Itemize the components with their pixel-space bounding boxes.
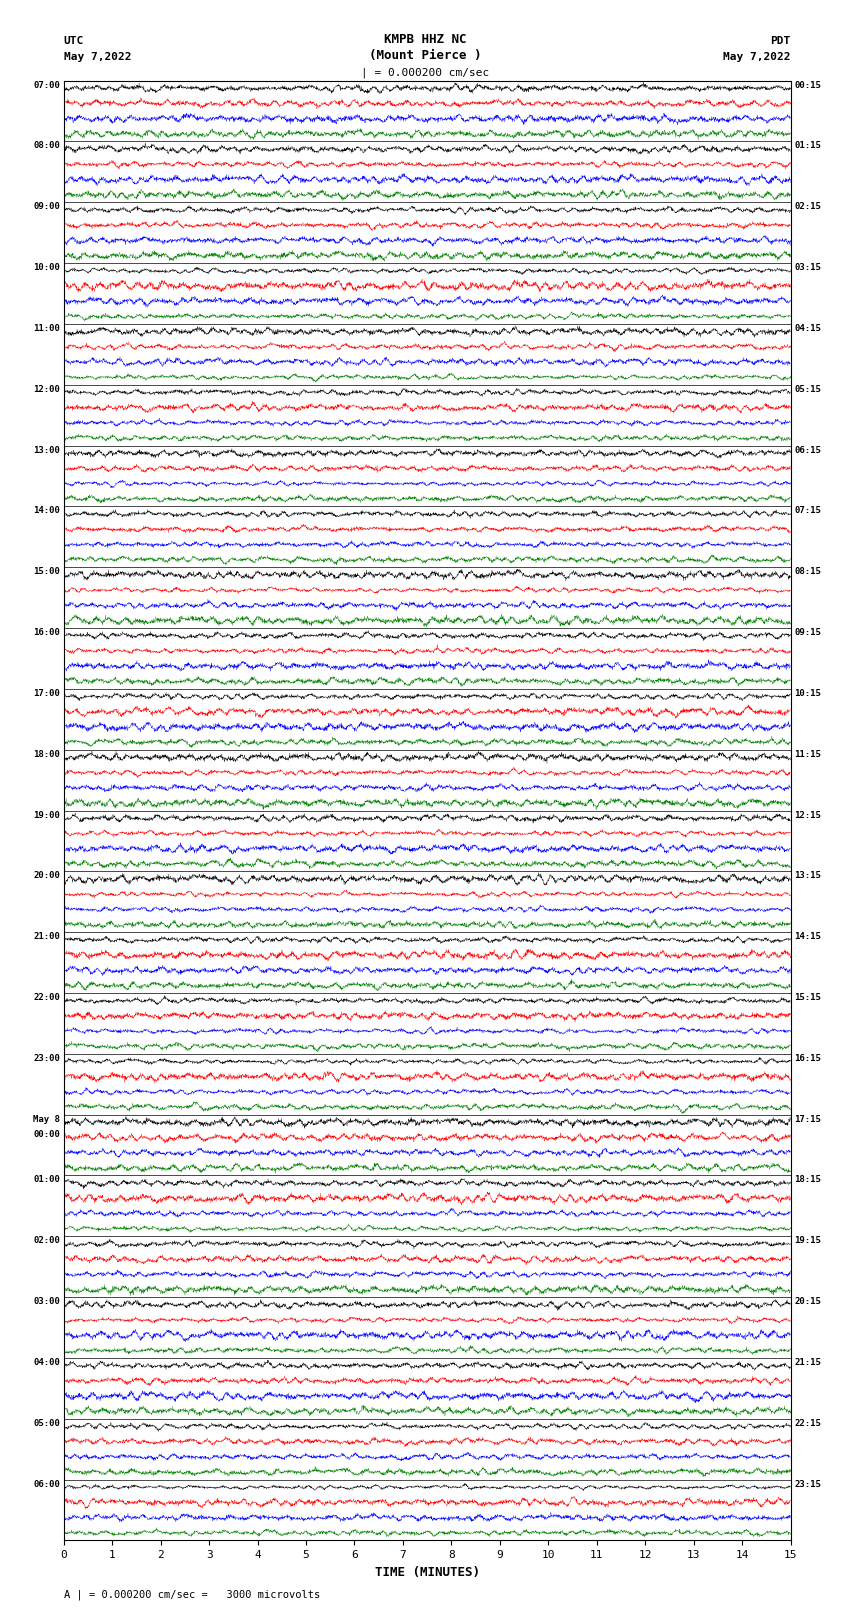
Text: 00:15: 00:15 [794, 81, 821, 90]
Text: 05:15: 05:15 [794, 386, 821, 394]
Text: 12:15: 12:15 [794, 810, 821, 819]
Text: (Mount Pierce ): (Mount Pierce ) [369, 48, 481, 63]
Text: May 7,2022: May 7,2022 [723, 52, 791, 63]
Text: 11:00: 11:00 [33, 324, 60, 332]
Text: 06:15: 06:15 [794, 445, 821, 455]
Text: 01:15: 01:15 [794, 142, 821, 150]
Text: 08:00: 08:00 [33, 142, 60, 150]
Text: 09:00: 09:00 [33, 202, 60, 211]
Text: 03:15: 03:15 [794, 263, 821, 273]
Text: May 8: May 8 [33, 1115, 60, 1124]
Text: 21:00: 21:00 [33, 932, 60, 940]
Text: 16:00: 16:00 [33, 627, 60, 637]
Text: UTC: UTC [64, 35, 84, 45]
Text: 18:00: 18:00 [33, 750, 60, 758]
Text: 23:15: 23:15 [794, 1479, 821, 1489]
Text: 22:15: 22:15 [794, 1419, 821, 1428]
Text: 23:00: 23:00 [33, 1053, 60, 1063]
Text: 02:15: 02:15 [794, 202, 821, 211]
Text: 01:00: 01:00 [33, 1176, 60, 1184]
Text: 10:00: 10:00 [33, 263, 60, 273]
Text: 09:15: 09:15 [794, 627, 821, 637]
Text: 20:15: 20:15 [794, 1297, 821, 1307]
Text: 07:15: 07:15 [794, 506, 821, 516]
Text: 05:00: 05:00 [33, 1419, 60, 1428]
Text: 13:00: 13:00 [33, 445, 60, 455]
Text: | = 0.000200 cm/sec: | = 0.000200 cm/sec [361, 68, 489, 77]
Text: PDT: PDT [770, 35, 790, 45]
Text: 20:00: 20:00 [33, 871, 60, 881]
Text: 10:15: 10:15 [794, 689, 821, 698]
Text: 19:15: 19:15 [794, 1236, 821, 1245]
Text: 18:15: 18:15 [794, 1176, 821, 1184]
Text: 17:15: 17:15 [794, 1115, 821, 1124]
Text: 12:00: 12:00 [33, 386, 60, 394]
X-axis label: TIME (MINUTES): TIME (MINUTES) [375, 1566, 479, 1579]
Text: 19:00: 19:00 [33, 810, 60, 819]
Text: 06:00: 06:00 [33, 1479, 60, 1489]
Text: 11:15: 11:15 [794, 750, 821, 758]
Text: 22:00: 22:00 [33, 994, 60, 1002]
Text: 03:00: 03:00 [33, 1297, 60, 1307]
Text: 08:15: 08:15 [794, 568, 821, 576]
Text: 02:00: 02:00 [33, 1236, 60, 1245]
Text: 07:00: 07:00 [33, 81, 60, 90]
Text: 14:00: 14:00 [33, 506, 60, 516]
Text: 04:00: 04:00 [33, 1358, 60, 1366]
Text: 16:15: 16:15 [794, 1053, 821, 1063]
Text: 17:00: 17:00 [33, 689, 60, 698]
Text: 15:00: 15:00 [33, 568, 60, 576]
Text: May 7,2022: May 7,2022 [64, 52, 131, 63]
Text: 14:15: 14:15 [794, 932, 821, 940]
Text: 15:15: 15:15 [794, 994, 821, 1002]
Text: 04:15: 04:15 [794, 324, 821, 332]
Text: 00:00: 00:00 [33, 1129, 60, 1139]
Text: 13:15: 13:15 [794, 871, 821, 881]
Text: 21:15: 21:15 [794, 1358, 821, 1366]
Text: KMPB HHZ NC: KMPB HHZ NC [383, 32, 467, 45]
Text: A | = 0.000200 cm/sec =   3000 microvolts: A | = 0.000200 cm/sec = 3000 microvolts [64, 1589, 320, 1600]
